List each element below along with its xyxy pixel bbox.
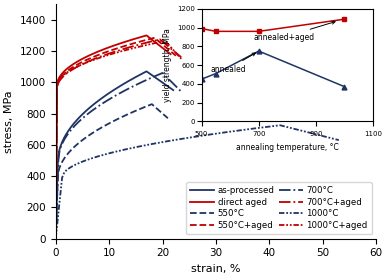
Y-axis label: stress, MPa: stress, MPa <box>4 90 14 153</box>
Legend: as-processed, direct aged, 550°C, 550°C+aged, 700°C, 700°C+aged, 1000°C, 1000°C+: as-processed, direct aged, 550°C, 550°C+… <box>186 182 372 234</box>
X-axis label: strain, %: strain, % <box>191 264 241 274</box>
